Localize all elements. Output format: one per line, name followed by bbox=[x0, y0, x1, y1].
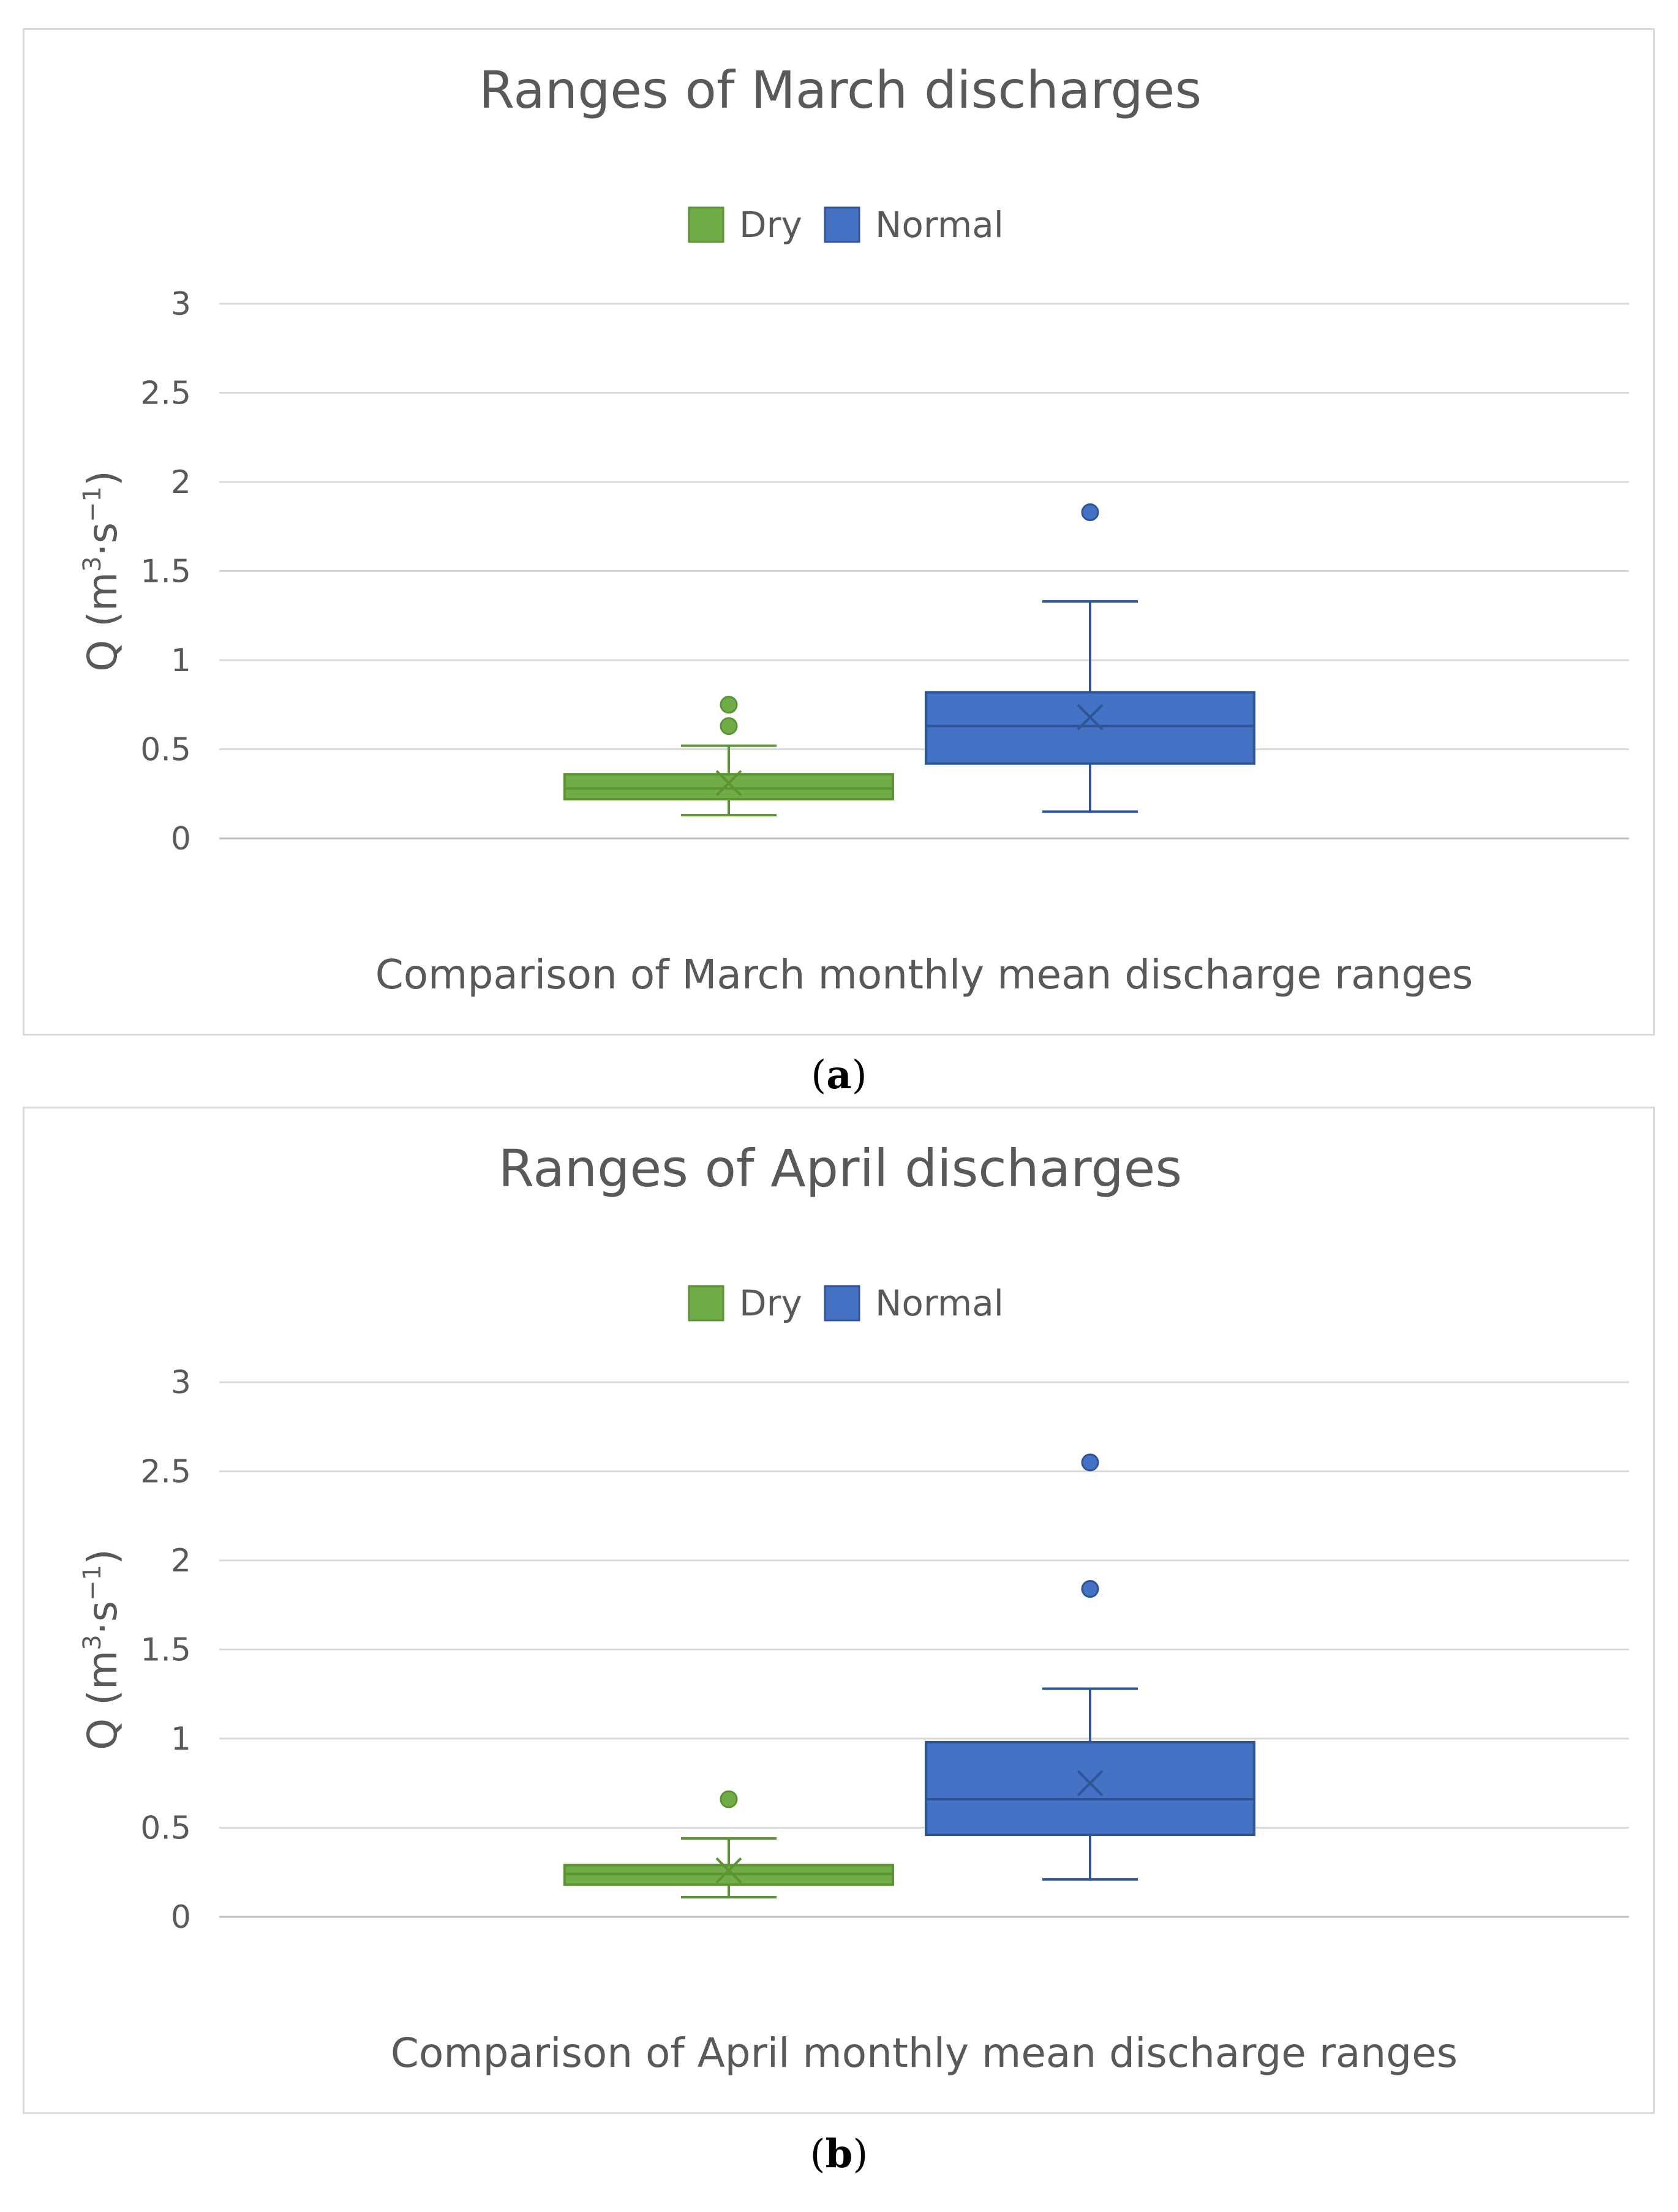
chart-panel-a: Ranges of March discharges Dry Normal 0 0.5 1… bbox=[23, 28, 1655, 1036]
chart1-ytick-label-6: 3 bbox=[171, 1364, 191, 1401]
caption-b: (b) bbox=[810, 2131, 868, 2177]
chart0-ylabel-sup2: −1 bbox=[78, 486, 107, 522]
chart0-dry-outlier-0 bbox=[720, 717, 738, 735]
chart-svg-b: Ranges of April discharges Dry Normal 0 0.5 1… bbox=[78, 1138, 1629, 2077]
chart1-ylabel-base: Q (m bbox=[79, 1650, 126, 1750]
chart1-normal-mean-marker-b bbox=[1077, 1770, 1104, 1797]
chart1-dry-outlier-0 bbox=[720, 1790, 738, 1808]
chart1-xlabel: Comparison of April monthly mean dischar… bbox=[391, 2030, 1458, 2077]
chart1-ytick-label-3: 1.5 bbox=[140, 1632, 191, 1669]
chart0-legend-label-normal: Normal bbox=[875, 204, 1004, 246]
chart1-ylabel-sup1: 3 bbox=[78, 1635, 107, 1650]
chart0-normal-boxplot bbox=[925, 503, 1255, 813]
chart1-normal-outlier-0 bbox=[1081, 1580, 1099, 1598]
chart1-ytick-label-1: 0.5 bbox=[140, 1810, 191, 1847]
chart1-ylabel: Q (m3·s−1) bbox=[78, 1549, 126, 1750]
chart0-ytick-label-6: 3 bbox=[171, 286, 191, 323]
chart0-normal-iqr-box bbox=[925, 691, 1255, 765]
chart0-ylabel-mid: ·s bbox=[79, 522, 126, 556]
chart0-dry-iqr-box bbox=[563, 773, 894, 800]
chart0-ytick-label-1: 0.5 bbox=[140, 732, 191, 769]
chart1-dry-boxplot bbox=[563, 1790, 894, 1898]
chart1-ytick-label-5: 2.5 bbox=[140, 1454, 191, 1491]
chart1-ylabel-end: ) bbox=[79, 1549, 126, 1565]
chart1-normal-iqr-box bbox=[925, 1740, 1255, 1837]
chart1-legend-label-dry: Dry bbox=[739, 1282, 802, 1324]
chart1-ylabel-mid: ·s bbox=[79, 1601, 126, 1635]
chart0-dry-mean-marker-b bbox=[715, 770, 742, 797]
chart0-ytick-label-4: 2 bbox=[171, 464, 191, 501]
chart0-ytick-label-0: 0 bbox=[171, 821, 191, 857]
chart0-legend-swatch-normal bbox=[824, 206, 860, 243]
chart0-title: Ranges of March discharges bbox=[479, 60, 1202, 120]
chart0-ytick-label-2: 1 bbox=[171, 642, 191, 679]
chart1-dry-mean-marker-b bbox=[715, 1857, 742, 1884]
chart1-title: Ranges of April discharges bbox=[499, 1138, 1182, 1198]
chart1-legend-swatch-dry bbox=[688, 1285, 724, 1322]
chart0-ylabel-end: ) bbox=[79, 470, 126, 486]
caption-b-letter: b bbox=[825, 2131, 853, 2177]
chart1-ytick-label-0: 0 bbox=[171, 1899, 191, 1936]
chart0-dry-outlier-1 bbox=[720, 696, 738, 714]
chart1-normal-outlier-1 bbox=[1081, 1453, 1099, 1472]
chart1-ytick-label-4: 2 bbox=[171, 1543, 191, 1579]
chart0-ytick-label-3: 1.5 bbox=[140, 554, 191, 590]
chart0-ytick-label-5: 2.5 bbox=[140, 375, 191, 412]
chart-panel-b: Ranges of April discharges Dry Normal 0 0.5 1… bbox=[23, 1107, 1655, 2114]
chart-svg-a: Ranges of March discharges Dry Normal 0 0.5 1… bbox=[78, 60, 1629, 998]
chart0-normal-mean-marker-b bbox=[1077, 704, 1104, 731]
chart0-ylabel-base: Q (m bbox=[79, 572, 126, 672]
chart1-legend-swatch-normal bbox=[824, 1285, 860, 1322]
chart0-ylabel-sup1: 3 bbox=[78, 556, 107, 571]
chart1-ylabel-sup2: −1 bbox=[78, 1565, 107, 1601]
chart0-xlabel: Comparison of March monthly mean dischar… bbox=[375, 951, 1473, 998]
chart0-ylabel: Q (m3·s−1) bbox=[78, 470, 126, 672]
chart0-dry-boxplot bbox=[563, 696, 894, 817]
chart0-legend-swatch-dry bbox=[688, 206, 724, 243]
chart0-legend-label-dry: Dry bbox=[739, 204, 802, 246]
caption-a-letter: a bbox=[826, 1052, 852, 1098]
chart1-normal-boxplot bbox=[925, 1453, 1255, 1881]
caption-a: (a) bbox=[811, 1052, 867, 1098]
chart1-legend-label-normal: Normal bbox=[875, 1282, 1004, 1324]
chart1-ytick-label-2: 1 bbox=[171, 1721, 191, 1758]
chart0-normal-outlier-0 bbox=[1081, 503, 1099, 521]
